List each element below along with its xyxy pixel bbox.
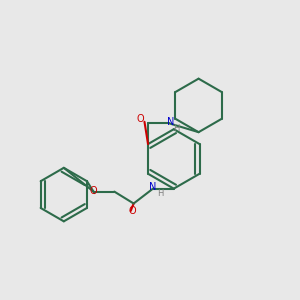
- Text: H: H: [173, 124, 179, 133]
- Text: O: O: [137, 114, 144, 124]
- Text: O: O: [128, 206, 136, 216]
- Text: N: N: [167, 117, 174, 127]
- Text: O: O: [90, 186, 97, 196]
- Text: N: N: [149, 182, 157, 192]
- Text: H: H: [157, 189, 164, 198]
